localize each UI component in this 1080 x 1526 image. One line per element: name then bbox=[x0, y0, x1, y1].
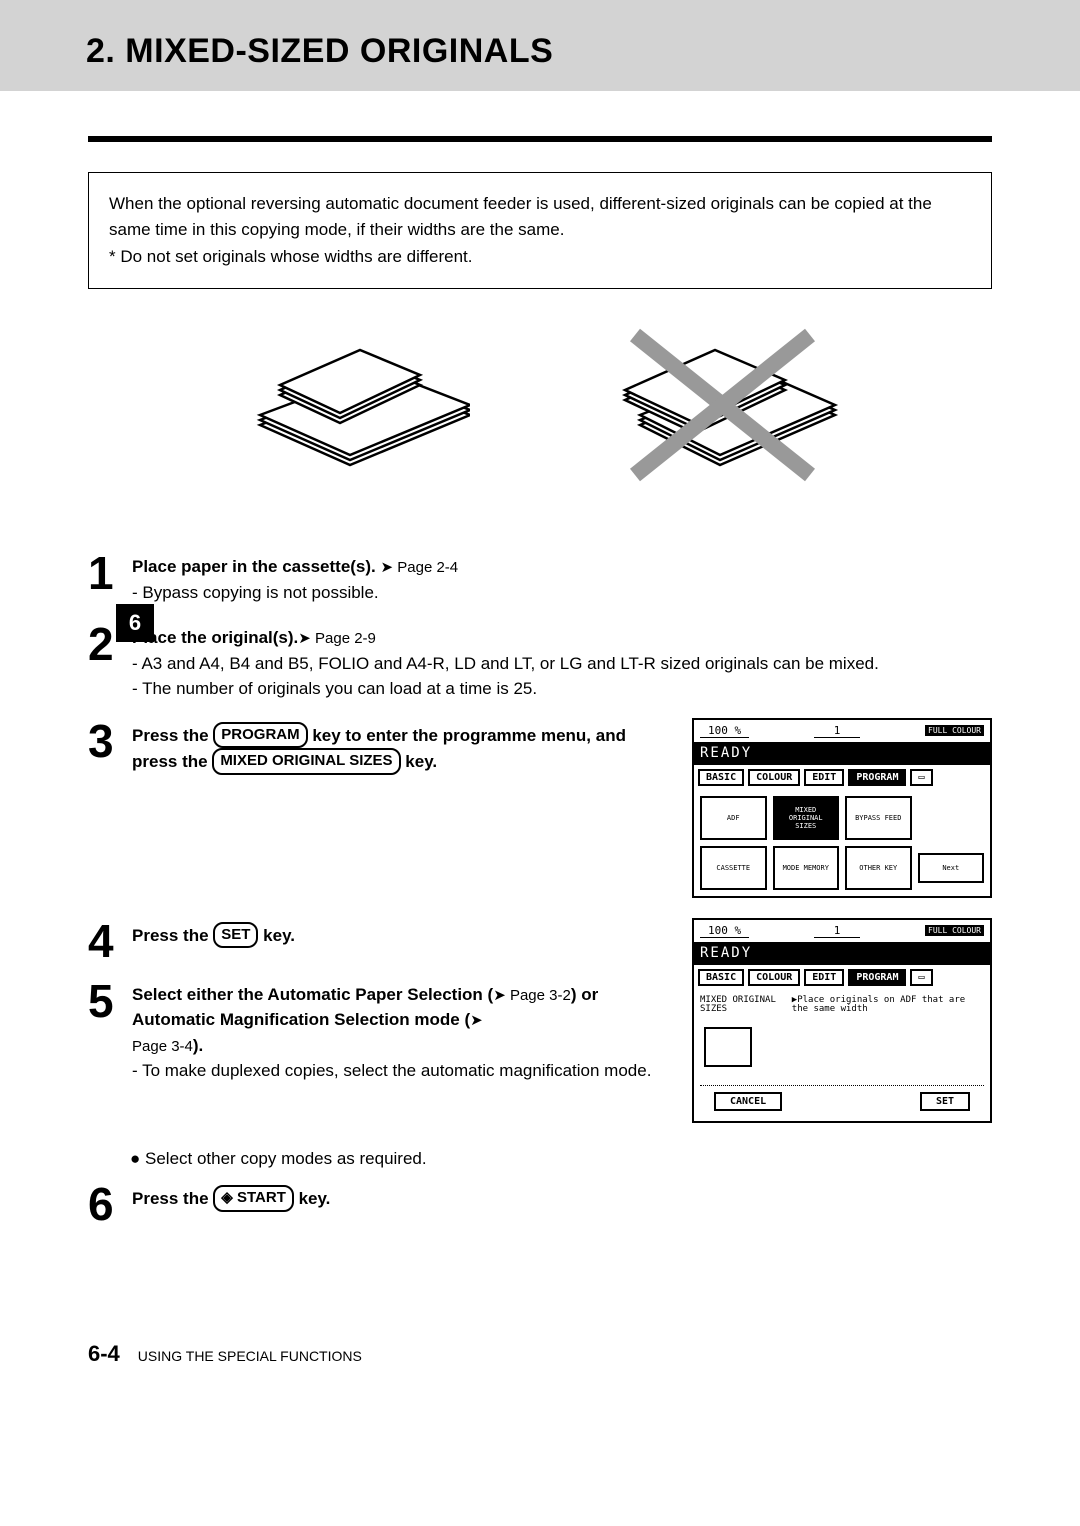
step-4-5-row: 4 Press the SET key. 5 Select either the… bbox=[88, 918, 992, 1124]
hint-text: ▶Place originals on ADF that are the sam… bbox=[792, 996, 984, 1016]
arrow-icon: ➤ bbox=[493, 987, 510, 1004]
step-note: - A3 and A4, B4 and B5, FOLIO and A4-R, … bbox=[132, 651, 992, 677]
tab-program: PROGRAM bbox=[848, 969, 906, 986]
step-3: 3 Press the PROGRAM key to enter the pro… bbox=[88, 718, 670, 775]
diagram-row bbox=[88, 315, 992, 485]
tab-program: PROGRAM bbox=[848, 769, 906, 786]
step-1: 1 Place paper in the cassette(s). ➤ Page… bbox=[88, 550, 992, 605]
copy-count: 1 bbox=[814, 724, 861, 738]
tab-basic: BASIC bbox=[698, 769, 744, 786]
step-number: 6 bbox=[88, 1181, 126, 1227]
step-note: - The number of originals you can load a… bbox=[132, 676, 992, 702]
lcd-screenshot-1: 100 % 1 FULL COLOUR READY BASIC COLOUR E… bbox=[692, 718, 992, 898]
set-button: SET bbox=[920, 1092, 970, 1111]
btn-adf: ADF bbox=[700, 796, 767, 840]
page-ref: Page 2-4 bbox=[397, 559, 458, 576]
step-text: key. bbox=[401, 752, 438, 771]
step-text: Press the bbox=[132, 1189, 213, 1208]
step-number: 5 bbox=[88, 978, 126, 1024]
step-text: Press the bbox=[132, 726, 213, 745]
step-number: 3 bbox=[88, 718, 126, 764]
btn-other: OTHER KEY bbox=[845, 846, 912, 890]
set-key: SET bbox=[213, 922, 258, 949]
intro-text-1: When the optional reversing automatic do… bbox=[109, 191, 971, 244]
page-ref: Page 3-2 bbox=[510, 987, 571, 1004]
step-text: Press the bbox=[132, 926, 213, 945]
btn-bypass: BYPASS FEED bbox=[845, 796, 912, 840]
footer-text: USING THE SPECIAL FUNCTIONS bbox=[138, 1348, 362, 1364]
step-text: ). bbox=[193, 1036, 203, 1055]
paper-stack-ok-icon bbox=[240, 315, 470, 485]
mode-label: MIXED ORIGINAL SIZES bbox=[700, 996, 782, 1016]
copy-count: 1 bbox=[814, 924, 861, 938]
btn-mixed: MIXED ORIGINAL SIZES bbox=[773, 796, 840, 840]
step-title: Place paper in the cassette(s). bbox=[132, 557, 376, 576]
page-content: When the optional reversing automatic do… bbox=[0, 136, 1080, 1281]
colour-mode: FULL COLOUR bbox=[925, 925, 984, 936]
step-title: Place the original(s). bbox=[132, 628, 298, 647]
step-number: 1 bbox=[88, 550, 126, 596]
page-ref: Page 3-4 bbox=[132, 1038, 193, 1055]
tab-extra: ▭ bbox=[910, 969, 932, 986]
step-text: Select either the Automatic Paper Select… bbox=[132, 985, 493, 1004]
section-header: 2. MIXED-SIZED ORIGINALS bbox=[0, 0, 1080, 91]
tab-colour: COLOUR bbox=[748, 969, 800, 986]
steps-list: 1 Place paper in the cassette(s). ➤ Page… bbox=[88, 550, 992, 1241]
zoom-value: 100 % bbox=[700, 924, 749, 938]
btn-mode-memory: MODE MEMORY bbox=[773, 846, 840, 890]
tab-extra: ▭ bbox=[910, 769, 932, 786]
intro-text-2: * Do not set originals whose widths are … bbox=[109, 244, 971, 270]
step-number: 4 bbox=[88, 918, 126, 964]
paper-stack-bad-icon bbox=[610, 315, 840, 485]
bullet-item: Select other copy modes as required. bbox=[130, 1149, 992, 1169]
bullet-list: Select other copy modes as required. bbox=[130, 1149, 992, 1169]
ready-label: READY bbox=[694, 743, 990, 765]
step-note: - To make duplexed copies, select the au… bbox=[132, 1058, 670, 1084]
tab-basic: BASIC bbox=[698, 969, 744, 986]
step-6: 6 Press the ◈ START key. bbox=[88, 1181, 992, 1227]
arrow-icon: ➤ bbox=[298, 630, 315, 647]
mixed-sizes-key: MIXED ORIGINAL SIZES bbox=[212, 748, 400, 775]
intro-box: When the optional reversing automatic do… bbox=[88, 172, 992, 289]
step-5: 5 Select either the Automatic Paper Sele… bbox=[88, 978, 670, 1084]
step-text: key. bbox=[294, 1189, 331, 1208]
btn-cassette: CASSETTE bbox=[700, 846, 767, 890]
arrow-icon: ➤ bbox=[470, 1012, 483, 1029]
step-note: - Bypass copying is not possible. bbox=[132, 580, 992, 606]
start-key: ◈ START bbox=[213, 1185, 294, 1212]
zoom-value: 100 % bbox=[700, 724, 749, 738]
step-3-row: 3 Press the PROGRAM key to enter the pro… bbox=[88, 718, 992, 898]
step-4: 4 Press the SET key. bbox=[88, 918, 670, 964]
mixed-icon bbox=[704, 1027, 752, 1067]
tab-colour: COLOUR bbox=[748, 769, 800, 786]
btn-next: Next bbox=[918, 853, 985, 883]
step-text: key. bbox=[258, 926, 295, 945]
arrow-icon: ➤ bbox=[381, 559, 398, 576]
page-ref: Page 2-9 bbox=[315, 630, 376, 647]
ready-label: READY bbox=[694, 943, 990, 965]
program-key: PROGRAM bbox=[213, 722, 307, 749]
page-footer: 6-4 USING THE SPECIAL FUNCTIONS bbox=[0, 1331, 1080, 1403]
tab-edit: EDIT bbox=[804, 969, 844, 986]
tab-edit: EDIT bbox=[804, 769, 844, 786]
cancel-button: CANCEL bbox=[714, 1092, 782, 1111]
lcd-screenshot-2: 100 % 1 FULL COLOUR READY BASIC COLOUR E… bbox=[692, 918, 992, 1124]
section-title: 2. MIXED-SIZED ORIGINALS bbox=[86, 32, 1080, 71]
step-2: 2 Place the original(s).➤ Page 2-9 - A3 … bbox=[88, 621, 992, 702]
colour-mode: FULL COLOUR bbox=[925, 725, 984, 736]
page-number: 6-4 bbox=[88, 1341, 120, 1367]
divider-thick bbox=[88, 136, 992, 142]
chapter-tab: 6 bbox=[116, 604, 154, 642]
